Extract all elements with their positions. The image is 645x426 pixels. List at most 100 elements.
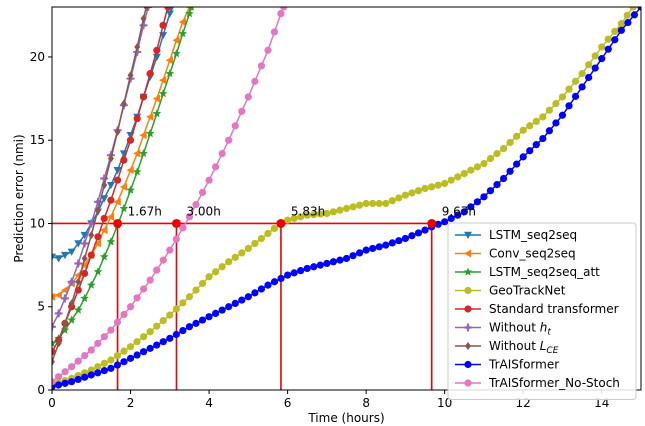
series-line-without-l-ce [52,7,147,362]
series-point-traisformer-no-stoch [153,266,161,274]
series-point-geotracknet [159,317,167,325]
series-point-geotracknet [225,258,233,266]
series-point-lstm-seq2seq-att [93,267,103,276]
series-point-traisformer [473,198,481,206]
legend-marker-standard-transformer [464,305,472,313]
series-point-geotracknet [336,206,344,214]
series-point-conv-seq2seq [146,112,154,121]
series-point-traisformer [447,214,455,223]
series-point-geotracknet [506,138,514,147]
series-point-conv-seq2seq [100,226,108,235]
series-point-conv-seq2seq [172,36,180,45]
series-point-standard-transformer [139,93,148,101]
series-point-geotracknet [454,173,462,181]
series-point-traisformer [571,92,580,100]
series-point-traisformer [532,141,540,149]
series-point-geotracknet [113,351,122,360]
series-point-geotracknet [251,239,259,248]
x-tick-label: 4 [205,396,213,410]
series-point-traisformer [375,243,383,251]
series-point-geotracknet [133,338,141,346]
series-point-standard-transformer [146,70,154,78]
series-point-geotracknet [427,183,436,191]
series-point-traisformer [251,289,259,297]
series-conv-seq2seq [52,7,193,301]
series-point-traisformer [277,274,285,283]
series-point-lstm-seq2seq-att [139,149,148,158]
series-point-traisformer-no-stoch [257,62,266,70]
legend-label-without-h-t: Without ht [489,321,551,338]
threshold-point-4 [427,218,437,228]
series-point-geotracknet [585,61,593,69]
series-point-lstm-seq2seq-att [80,293,89,303]
threshold-point-2 [171,218,181,228]
series-point-traisformer [113,361,122,369]
series-point-traisformer [107,364,115,372]
series-point-lstm-seq2seq-att [86,280,96,289]
series-point-traisformer-no-stoch [251,77,259,85]
series-point-geotracknet [623,11,631,19]
legend-item-lstm-seq2seq: LSTM_seq2seq [455,228,577,242]
legend-label-without-l-ce: Without LCE [489,339,559,356]
series-point-without-l-ce [61,319,68,328]
series-point-geotracknet [270,224,279,233]
series-point-traisformer [526,147,534,155]
series-point-traisformer [558,111,567,119]
series-point-standard-transformer [94,233,102,241]
series-point-geotracknet [499,144,508,153]
series-point-geotracknet [545,106,553,114]
series-point-traisformer-no-stoch [113,318,122,326]
series-point-traisformer-no-stoch [172,235,180,243]
series-point-geotracknet [120,347,128,355]
series-point-standard-transformer [87,251,95,259]
series-point-traisformer [172,330,180,339]
series-point-traisformer [146,344,154,352]
series-point-standard-transformer [100,214,108,223]
series-point-without-l-ce [114,127,121,136]
series-point-without-h-t [67,277,76,286]
series-point-without-l-ce [143,7,150,11]
series-point-lstm-seq2seq [165,10,174,18]
series-point-traisformer [74,375,82,384]
series-point-traisformer-no-stoch [280,7,288,11]
series-point-traisformer [388,239,396,247]
series-point-geotracknet [107,356,115,364]
series-point-geotracknet [100,359,108,367]
series-point-conv-seq2seq [139,131,147,140]
series-point-geotracknet [238,249,246,257]
legend-item-without-h-t: Without ht [455,321,551,338]
series-point-geotracknet [382,199,390,208]
series-traisformer-no-stoch [52,7,288,386]
series-point-traisformer [166,334,174,342]
series-point-geotracknet [473,163,481,171]
series-point-traisformer-no-stoch [120,310,128,319]
series-point-traisformer [486,187,495,195]
series-point-without-l-ce [107,154,114,163]
series-point-traisformer [545,127,553,135]
series-point-traisformer [362,246,370,254]
legend-label-lstm-seq2seq: LSTM_seq2seq [489,228,577,242]
series-point-standard-transformer [159,21,167,29]
series-point-traisformer [120,358,128,366]
series-point-geotracknet [441,179,449,188]
legend-label-geotracknet: GeoTrackNet [489,284,566,298]
series-point-traisformer-no-stoch [225,136,233,144]
series-point-geotracknet [244,244,252,253]
series-point-traisformer-no-stoch [179,224,187,232]
series-point-traisformer-no-stoch [231,122,239,130]
series-point-traisformer [539,134,547,143]
series-point-traisformer [323,259,331,268]
series-point-geotracknet [388,197,396,205]
series-point-lstm-seq2seq [74,240,83,248]
series-point-traisformer [68,378,76,386]
legend-marker-traisformer [464,360,472,369]
series-point-traisformer [467,203,475,211]
series-point-traisformer [630,11,639,19]
threshold-label-4: 9.67h [442,204,476,218]
series-point-traisformer [126,354,135,362]
series-point-traisformer [270,278,279,286]
series-point-geotracknet [486,154,495,163]
series-point-geotracknet [192,286,200,294]
series-point-traisformer [94,369,102,377]
